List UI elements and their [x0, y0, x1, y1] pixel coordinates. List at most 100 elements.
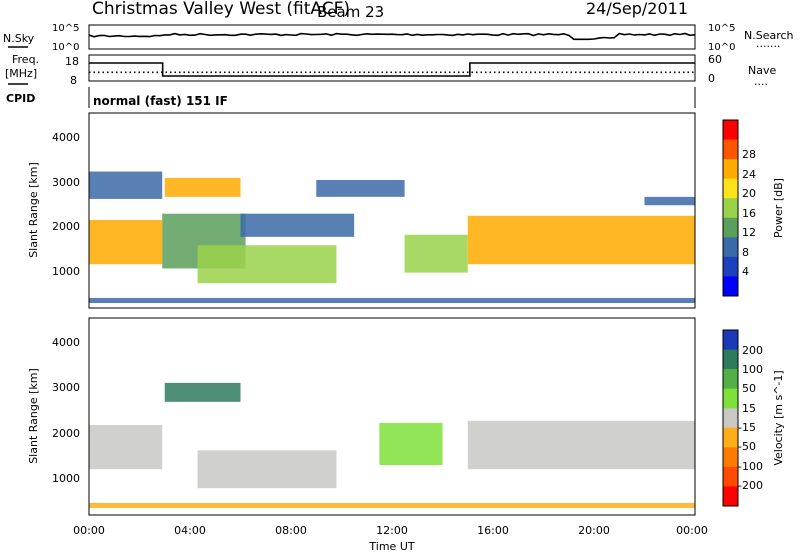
noise-search-label: N.Search — [744, 29, 794, 42]
velocity-colorbar-bin-1 — [723, 349, 738, 370]
velocity-region-1 — [164, 382, 241, 402]
vel-tick-minus-50: -50 — [738, 440, 756, 453]
xtick-0800: 08:00 — [275, 524, 307, 537]
cpid-label: CPID — [6, 92, 35, 105]
velocity-region-3 — [379, 422, 443, 466]
xtick-2400: 00:00 — [676, 524, 708, 537]
power-colorbar-bins — [723, 120, 738, 297]
velocity-colorbar-frame — [722, 329, 739, 507]
noise-sky-series — [88, 32, 696, 41]
power-colorbar-bin-2 — [723, 159, 738, 180]
noise-tick-bottom-left: 10^0 — [52, 42, 79, 53]
velocity-ylabel: Slant Range [km] — [27, 368, 40, 464]
power-ytick-1000: 1000 — [52, 265, 80, 278]
noise-panel-frame — [88, 24, 696, 50]
power-colorbar-bin-5 — [723, 217, 738, 238]
vel-tick-minus-100: -100 — [738, 460, 763, 473]
velocity-colorbar-bin-3 — [723, 388, 738, 409]
power-colorbar-bin-3 — [723, 178, 738, 199]
cpid-strip: CPID normal (fast) 151 IF — [6, 87, 696, 108]
power-region-7 — [404, 234, 468, 273]
freq-tick-bottom: 8 — [70, 74, 77, 87]
noise-tick-bottom-right: 10^0 — [708, 42, 735, 53]
nave-label: Nave — [748, 64, 776, 77]
power-region-4 — [197, 245, 337, 284]
cpid-mode: normal (fast) 151 IF — [93, 94, 228, 108]
xtick-1200: 12:00 — [376, 524, 408, 537]
velocity-panel: 1000 2000 3000 4000 Slant Range [km] — [27, 317, 696, 516]
power-colorbar-bin-7 — [723, 256, 738, 277]
power-colorbar-bin-6 — [723, 237, 738, 258]
station-title: Christmas Valley West (fitACF) — [92, 0, 350, 19]
beam-label: Beam 23 — [317, 3, 384, 21]
power-tick-8: 8 — [742, 246, 749, 259]
power-region-3 — [164, 177, 241, 197]
vel-tick-50: 50 — [742, 382, 756, 395]
velocity-colorbar-bin-0 — [723, 330, 738, 351]
velocity-colorbar-bin-4 — [723, 408, 738, 429]
power-colorbar-title: Power [dB] — [772, 178, 785, 238]
power-region-10 — [89, 297, 695, 303]
power-colorbar-frame — [722, 119, 739, 297]
power-tick-4: 4 — [742, 265, 749, 278]
vel-tick-minus-200: -200 — [738, 479, 763, 492]
velocity-colorbar-bin-5 — [723, 427, 738, 448]
power-ytick-3000: 3000 — [52, 176, 80, 189]
power-colorbar-bin-4 — [723, 198, 738, 219]
power-region-8 — [467, 215, 695, 265]
velocity-colorbar-bins — [723, 330, 738, 507]
velocity-region-4 — [467, 420, 695, 470]
nave-tick-top: 60 — [708, 53, 722, 66]
power-panel: 1000 2000 3000 4000 Slant Range [km] — [27, 112, 696, 309]
time-axis-label: Time UT — [368, 540, 414, 553]
time-axis: 00:00 04:00 08:00 12:00 16:00 20:00 00:0… — [73, 524, 708, 553]
power-tick-24: 24 — [742, 168, 756, 181]
freq-panel-frame — [88, 54, 696, 82]
vel-tick-200: 200 — [742, 344, 763, 357]
freq-series — [89, 62, 695, 77]
nave-tick-bottom: 0 — [708, 72, 715, 85]
power-data-layer — [89, 171, 695, 303]
vel-tick-minus-15: -15 — [738, 421, 756, 434]
xtick-0400: 04:00 — [174, 524, 206, 537]
power-tick-12: 12 — [742, 226, 756, 239]
vel-ytick-3000: 3000 — [52, 381, 80, 394]
velocity-panel-frame — [88, 317, 696, 516]
vel-tick-100: 100 — [742, 363, 763, 376]
velocity-colorbar-bin-8 — [723, 486, 738, 507]
noise-tick-top-left: 10^5 — [52, 23, 79, 34]
noise-sky-label: N.Sky — [3, 32, 35, 45]
power-colorbar-bin-1 — [723, 139, 738, 160]
freq-label-1: Freq. — [12, 53, 39, 66]
power-tick-20: 20 — [742, 187, 756, 200]
freq-tick-top: 18 — [65, 55, 79, 68]
date-label: 24/Sep/2011 — [586, 0, 688, 18]
power-colorbar-bin-0 — [723, 120, 738, 141]
power-region-0 — [89, 220, 163, 265]
power-ylabel: Slant Range [km] — [27, 162, 40, 258]
vel-tick-15: 15 — [742, 402, 756, 415]
noise-panel: N.Sky 10^5 10^0 10^5 10^0 N.Search .....… — [3, 23, 794, 53]
velocity-colorbar-bin-6 — [723, 447, 738, 468]
velocity-region-2 — [197, 450, 337, 489]
power-tick-16: 16 — [742, 207, 756, 220]
freq-panel: Freq. [MHz] 18 8 60 0 Nave .... — [5, 53, 776, 88]
power-region-6 — [316, 179, 405, 197]
xtick-1600: 16:00 — [477, 524, 509, 537]
power-colorbar: 28 24 20 16 12 8 4 Power [dB] — [722, 119, 785, 297]
velocity-colorbar: 200 100 50 15 -15 -50 -100 -200 Velocity… — [722, 329, 785, 507]
nave-legend: .... — [754, 75, 768, 88]
power-colorbar-bin-8 — [723, 276, 738, 297]
power-ytick-2000: 2000 — [52, 220, 80, 233]
power-panel-frame — [88, 112, 696, 309]
vel-ytick-1000: 1000 — [52, 472, 80, 485]
velocity-colorbar-bin-7 — [723, 466, 738, 487]
velocity-data-layer — [89, 382, 695, 508]
vel-ytick-4000: 4000 — [52, 336, 80, 349]
xtick-2000: 20:00 — [578, 524, 610, 537]
freq-label-2: [MHz] — [5, 67, 37, 80]
power-ytick-4000: 4000 — [52, 131, 80, 144]
power-region-1 — [89, 171, 163, 199]
